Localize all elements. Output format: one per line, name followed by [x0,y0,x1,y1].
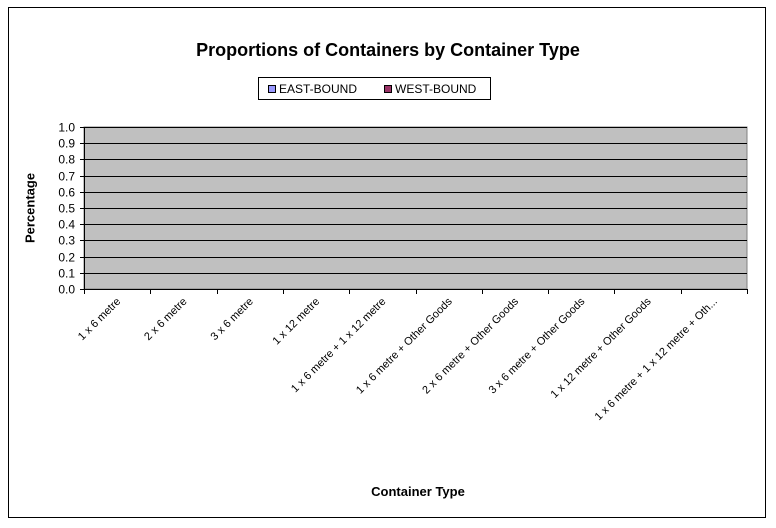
x-category-label: 2 x 6 metre [142,296,189,343]
legend-label-west: WEST-BOUND [395,82,477,96]
y-tick-label: 0.1 [58,267,75,281]
y-tick-label: 0.9 [58,137,75,151]
y-tick-label: 0.8 [58,153,75,167]
y-tick-label: 0.4 [58,218,75,232]
x-category-label: 1 x 6 metre + 1 x 12 metre + Oth... [593,296,720,423]
x-axis-label: Container Type [371,484,465,499]
y-tick-label: 0.2 [58,251,75,265]
y-tick-label: 0.3 [58,234,75,248]
legend-label-east: EAST-BOUND [279,82,358,96]
x-category-label: 1 x 12 metre [270,296,322,348]
legend: EAST-BOUND WEST-BOUND [258,77,491,100]
y-tick-label: 0.0 [58,283,75,297]
x-category-label: 1 x 6 metre [76,296,123,343]
legend-item-east: EAST-BOUND [268,82,357,96]
legend-swatch-east [268,84,276,93]
legend-item-west: WEST-BOUND [384,82,476,96]
y-tick-label: 0.5 [58,202,75,216]
y-tick-label: 0.7 [58,170,75,184]
legend-swatch-west [384,84,392,93]
chart-title: Proportions of Containers by Container T… [196,40,580,60]
x-category-label: 3 x 6 metre [208,296,255,343]
y-tick-label: 1.0 [58,121,75,135]
y-tick-label: 0.6 [58,186,75,200]
